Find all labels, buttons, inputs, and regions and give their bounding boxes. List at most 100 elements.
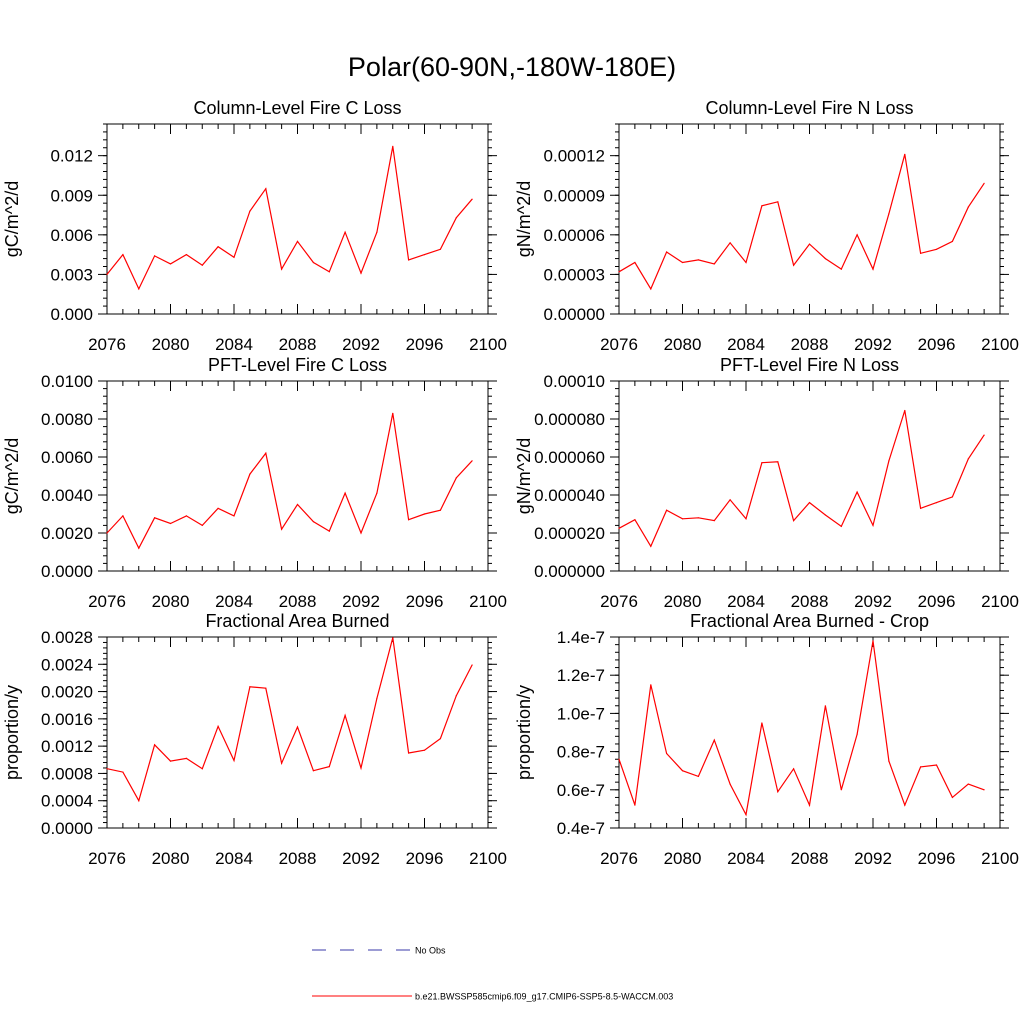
x-tick-label: 2088 <box>791 592 829 611</box>
data-point <box>729 499 731 501</box>
data-point <box>713 739 715 741</box>
y-axis-label: gC/m^2/d <box>2 438 22 514</box>
y-axis-label: gC/m^2/d <box>2 181 22 257</box>
plot-frame <box>106 123 489 315</box>
data-point <box>935 502 938 504</box>
y-tick-label: 0.000020 <box>534 524 605 543</box>
data-point <box>138 800 140 802</box>
y-tick-label: 0.000040 <box>534 486 605 505</box>
y-tick-label: 1.4e-7 <box>557 628 605 647</box>
data-point <box>233 759 235 762</box>
data-point <box>408 519 410 521</box>
chart-panel-1: Column-Level Fire C Loss gC/m^2/d 2076 2080… <box>2 98 507 354</box>
data-point <box>745 518 747 520</box>
x-tick-label: 2080 <box>664 849 702 868</box>
x-tick-label: 2088 <box>279 592 317 611</box>
series-line <box>106 413 473 550</box>
data-point <box>138 547 140 549</box>
data-point <box>122 515 124 517</box>
x-tick-label: 2100 <box>469 849 507 868</box>
data-point <box>106 768 108 770</box>
x-tick-label: 2088 <box>791 849 829 868</box>
y-tick-label: 0.4e-7 <box>557 819 605 838</box>
data-point <box>408 752 410 754</box>
data-point <box>360 767 362 769</box>
data-point <box>935 764 938 766</box>
y-tick-label: 0.000080 <box>534 410 605 429</box>
data-point <box>423 513 426 515</box>
data-point <box>169 522 172 525</box>
series-line <box>106 146 473 291</box>
x-tick-label: 2096 <box>406 592 444 611</box>
x-tick-label: 2096 <box>406 849 444 868</box>
data-point <box>808 502 811 504</box>
x-tick-label: 2084 <box>215 335 253 354</box>
y-tick-label: 0.006 <box>50 226 93 245</box>
data-point <box>793 264 795 266</box>
x-tick-label: 2088 <box>791 335 829 354</box>
data-point <box>935 248 938 250</box>
y-axis-label: gN/m^2/d <box>514 438 534 514</box>
data-point <box>376 697 378 700</box>
data-point <box>201 768 203 770</box>
y-tick-label: 0.0012 <box>41 737 93 756</box>
data-point <box>249 473 251 475</box>
chart-panel-5: Fractional Area Burned proportion/y 2076 20… <box>2 611 507 868</box>
data-point <box>729 783 731 785</box>
y-tick-label: 0.0004 <box>41 792 93 811</box>
y-tick-label: 0.0020 <box>41 524 93 543</box>
data-point <box>312 261 314 264</box>
panel-title: PFT-Level Fire C Loss <box>208 355 387 375</box>
x-tick-label: 2096 <box>918 335 956 354</box>
data-point <box>106 273 108 275</box>
data-point <box>888 460 890 462</box>
x-tick-label: 2088 <box>279 849 317 868</box>
data-point <box>793 768 795 770</box>
data-point <box>154 744 156 746</box>
data-point <box>392 412 394 414</box>
data-point <box>697 775 700 778</box>
data-point <box>666 752 668 755</box>
data-point <box>983 789 985 791</box>
y-tick-label: 0.0000 <box>41 562 93 581</box>
data-point <box>265 687 267 689</box>
data-point <box>856 234 858 236</box>
data-point <box>471 664 473 666</box>
data-point <box>122 771 124 773</box>
data-point <box>777 461 779 463</box>
panel-title: Column-Level Fire N Loss <box>705 98 913 118</box>
x-tick-label: 2092 <box>854 335 892 354</box>
data-point <box>392 637 394 639</box>
data-point <box>761 722 763 724</box>
data-point <box>666 509 668 511</box>
x-tick-label: 2076 <box>600 592 638 611</box>
data-point <box>824 705 827 707</box>
data-point <box>967 458 969 460</box>
data-point <box>856 491 858 493</box>
data-point <box>217 507 219 509</box>
data-point <box>233 256 235 258</box>
data-point <box>761 205 763 207</box>
y-tick-label: 0.000000 <box>534 562 605 581</box>
data-point <box>840 268 842 270</box>
data-point <box>951 796 954 799</box>
data-point <box>185 515 187 517</box>
data-point <box>856 733 858 736</box>
y-tick-label: 0.0060 <box>41 448 93 467</box>
series-line <box>106 637 473 803</box>
data-point <box>666 251 668 253</box>
panel-title: Fractional Area Burned - Crop <box>690 611 929 631</box>
data-point <box>681 770 684 772</box>
data-point <box>169 760 172 762</box>
data-point <box>439 738 441 740</box>
data-point <box>777 791 779 793</box>
y-tick-label: 0.00010 <box>544 372 605 391</box>
panel-title: PFT-Level Fire N Loss <box>720 355 899 375</box>
data-point <box>281 762 283 764</box>
chart-panel-4: PFT-Level Fire N Loss gN/m^2/d 2076 2080 208… <box>514 355 1019 611</box>
data-point <box>681 261 684 264</box>
plot-frame <box>618 123 1001 315</box>
data-point <box>265 188 267 190</box>
chart-panel-6: Fractional Area Burned - Crop proportion/… <box>514 611 1019 868</box>
